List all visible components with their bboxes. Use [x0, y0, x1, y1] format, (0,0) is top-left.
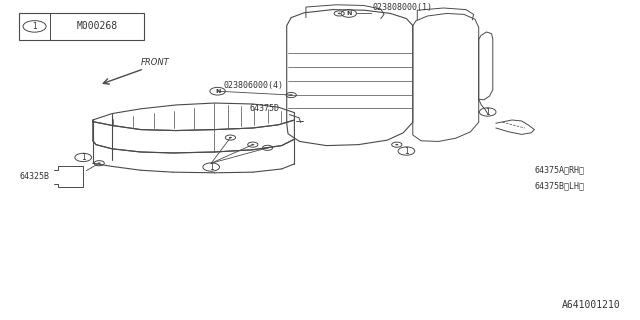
- Text: A641001210: A641001210: [562, 300, 621, 310]
- Text: FRONT: FRONT: [141, 58, 170, 67]
- Text: 64325B: 64325B: [19, 172, 49, 180]
- Text: N: N: [346, 11, 351, 16]
- Circle shape: [98, 163, 100, 164]
- Circle shape: [266, 147, 269, 148]
- Circle shape: [229, 137, 232, 138]
- Text: 023808000(1): 023808000(1): [372, 3, 433, 12]
- Circle shape: [290, 94, 292, 96]
- Circle shape: [338, 13, 340, 14]
- Circle shape: [252, 144, 254, 145]
- Text: 1: 1: [32, 22, 37, 31]
- Text: 1: 1: [81, 153, 86, 162]
- Text: 1: 1: [404, 147, 409, 156]
- Text: 1: 1: [485, 108, 490, 116]
- Text: 1: 1: [209, 163, 214, 172]
- Text: 64375A〈RH〉: 64375A〈RH〉: [534, 165, 584, 174]
- Text: 64375B〈LH〉: 64375B〈LH〉: [534, 181, 584, 190]
- Text: N: N: [215, 89, 220, 94]
- Circle shape: [396, 144, 398, 145]
- Text: M000268: M000268: [76, 21, 118, 31]
- Text: 64375D: 64375D: [250, 104, 280, 113]
- Text: 023806000(4): 023806000(4): [224, 81, 284, 90]
- Bar: [19, 13, 144, 40]
